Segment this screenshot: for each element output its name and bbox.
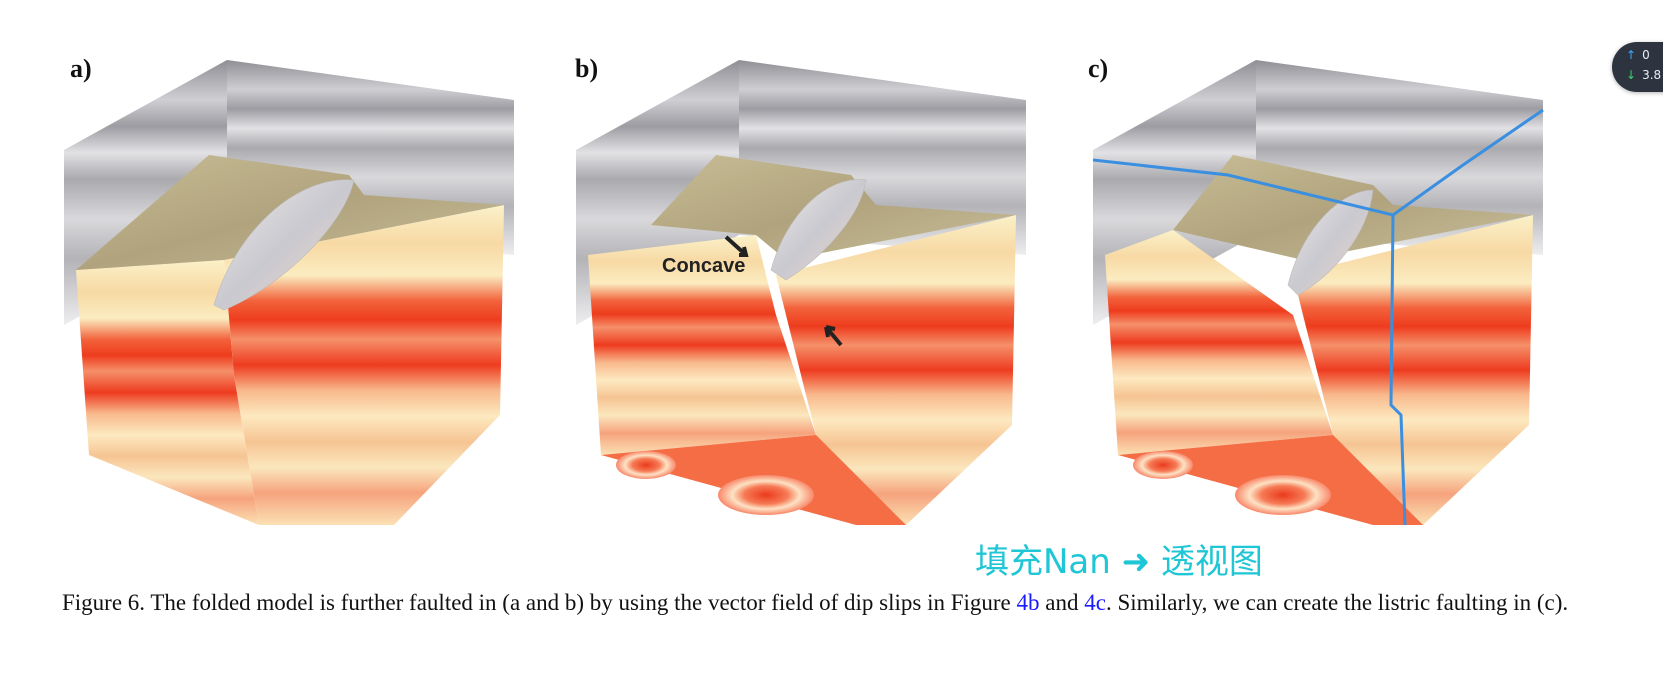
front-face-right: [224, 205, 504, 525]
upload-arrow-icon: ↑: [1626, 48, 1637, 62]
figure-caption: Figure 6. The folded model is further fa…: [62, 590, 1569, 615]
figure-ref-4c[interactable]: 4c: [1084, 590, 1106, 615]
figure-ref-4b[interactable]: 4b: [1016, 590, 1040, 615]
section-polyline: [1093, 108, 1544, 526]
fault-face: [213, 179, 355, 311]
concave-annotation: Concave: [662, 255, 746, 277]
floor-blob-2: [1235, 475, 1331, 515]
upload-speed: ↑ 0: [1626, 48, 1650, 62]
network-speed-widget[interactable]: ↑ 0 ↓ 3.8: [1612, 42, 1663, 92]
upward-arrow: [824, 325, 843, 347]
download-speed: ↓ 3.8: [1626, 68, 1662, 82]
overlay-note: 填充Nan ➜ 透视图: [975, 542, 1263, 582]
figure-panel-c: [1093, 60, 1544, 526]
panel-label-c: c): [1088, 54, 1109, 83]
front-face-left: [1105, 230, 1333, 455]
front-face-right: [1293, 215, 1533, 525]
fault-face: [1287, 189, 1374, 296]
floor-blob-2: [718, 475, 814, 515]
front-face-right: [776, 215, 1016, 525]
panel-label-a: a): [70, 54, 92, 83]
figure-panel-a: [64, 60, 514, 525]
floor-blob-1: [1133, 451, 1193, 479]
download-arrow-icon: ↓: [1626, 68, 1637, 82]
fault-face: [770, 179, 867, 281]
panel-label-b: b): [575, 54, 599, 83]
front-face-left: [588, 235, 816, 455]
floor-blob-1: [616, 451, 676, 479]
concave-arrow: [724, 235, 749, 257]
figure-panel-b: [576, 60, 1026, 525]
front-face-left: [76, 260, 259, 525]
